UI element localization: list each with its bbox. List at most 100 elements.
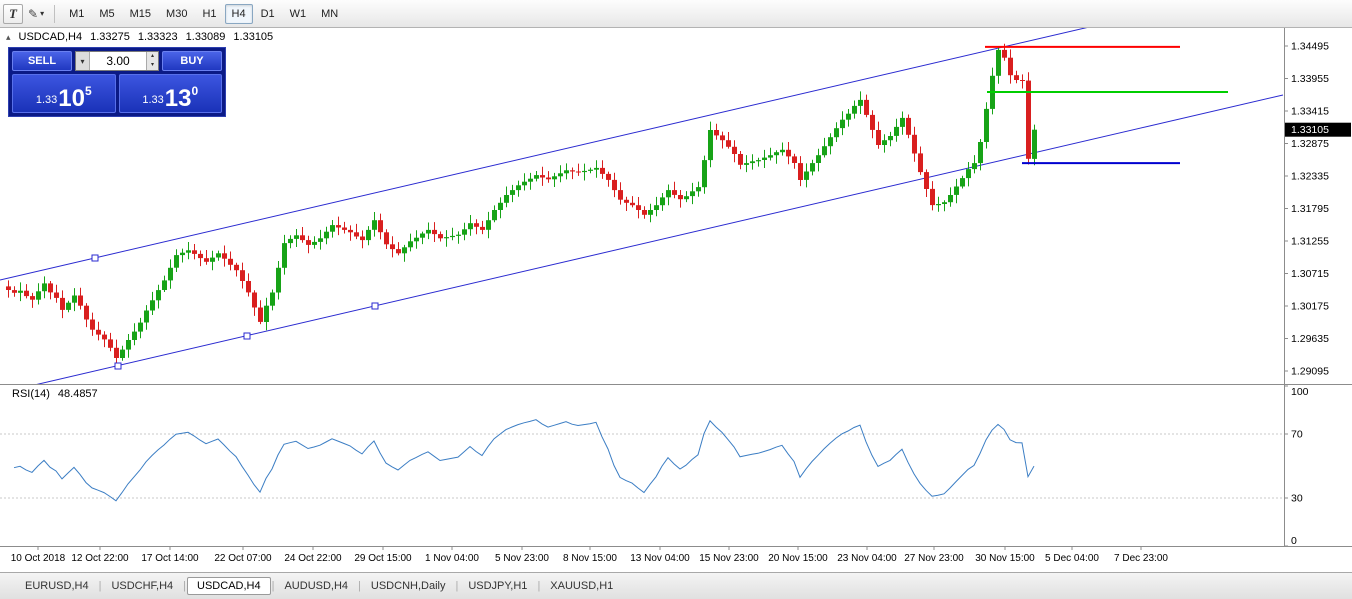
- tab-separator: |: [271, 580, 275, 592]
- candle: [486, 211, 491, 239]
- candle: [780, 142, 785, 156]
- chart-tab-usdcnh-daily[interactable]: USDCNH,Daily: [370, 580, 446, 592]
- timeframe-button-m5[interactable]: M5: [92, 4, 121, 24]
- chart-tab-eurusd-h4[interactable]: EURUSD,H4: [25, 580, 89, 592]
- candle: [1020, 74, 1025, 89]
- candle: [120, 345, 125, 361]
- volume-value[interactable]: 3.00: [106, 54, 130, 68]
- sell-button[interactable]: SELL: [12, 51, 72, 71]
- candle: [654, 196, 659, 217]
- timeframe-button-m15[interactable]: M15: [123, 4, 158, 24]
- volume-spinner[interactable]: ▴ ▾: [146, 52, 158, 70]
- chart-tab-usdjpy-h1[interactable]: USDJPY,H1: [468, 580, 528, 592]
- candle: [462, 222, 467, 241]
- candle: [690, 182, 695, 205]
- chart-tab-audusd-h4[interactable]: AUDUSD,H4: [284, 580, 349, 592]
- channel-handle[interactable]: [371, 302, 379, 310]
- candle: [6, 280, 11, 298]
- volume-control[interactable]: ▾ 3.00 ▴ ▾: [75, 51, 159, 71]
- chart-tab-usdcad-h4[interactable]: USDCAD,H4: [187, 577, 271, 595]
- timeframe-button-m1[interactable]: M1: [62, 4, 91, 24]
- ask-price-button[interactable]: 1.33 13 0: [118, 74, 222, 113]
- timeframe-button-w1[interactable]: W1: [283, 4, 314, 24]
- candle: [558, 165, 563, 183]
- candle: [870, 110, 875, 139]
- candle: [882, 134, 887, 153]
- timeframe-button-m30[interactable]: M30: [159, 4, 194, 24]
- candle: [1026, 72, 1031, 165]
- candle: [696, 181, 701, 197]
- trend-channel-upper-line[interactable]: [0, 28, 1283, 281]
- time-axis-label: 24 Oct 22:00: [284, 553, 342, 564]
- candle: [54, 284, 59, 303]
- rsi-axis-label: 0: [1291, 535, 1297, 547]
- candle: [828, 133, 833, 155]
- channel-handle[interactable]: [243, 332, 251, 340]
- candle: [810, 159, 815, 176]
- text-tool-button[interactable]: T: [3, 3, 23, 24]
- volume-dropdown-icon[interactable]: ▾: [76, 52, 90, 70]
- candle: [774, 150, 779, 164]
- candle: [546, 171, 551, 183]
- trend-channel-lower-line[interactable]: [0, 94, 1284, 393]
- candle: [234, 262, 239, 277]
- timeframe-button-d1[interactable]: D1: [254, 4, 282, 24]
- candle: [390, 236, 395, 258]
- time-axis-label: 12 Oct 22:00: [71, 553, 129, 564]
- candle: [318, 229, 323, 250]
- timeframe-button-h1[interactable]: H1: [195, 4, 223, 24]
- candle: [216, 250, 221, 261]
- candle: [726, 132, 731, 149]
- candle: [744, 155, 749, 173]
- candle: [768, 147, 773, 161]
- candle: [612, 172, 617, 198]
- rsi-name: RSI(14): [12, 388, 50, 400]
- spin-up-icon[interactable]: ▴: [150, 53, 154, 59]
- candle: [936, 196, 941, 212]
- timeframe-button-mn[interactable]: MN: [314, 4, 345, 24]
- spin-down-icon[interactable]: ▾: [150, 62, 154, 68]
- candle: [354, 223, 359, 240]
- channel-handle[interactable]: [114, 362, 122, 370]
- price-axis-label: 1.31795: [1291, 203, 1329, 215]
- price-axis-label: 1.30715: [1291, 268, 1329, 280]
- chart-canvas[interactable]: 1.34495 1.33955 1.33415 1.32875 1.32335 1.317…: [0, 28, 1352, 572]
- candle: [660, 193, 665, 211]
- drawing-tools-button[interactable]: ✎ ▾: [25, 4, 47, 24]
- one-click-collapse-icon[interactable]: ▴: [6, 31, 11, 42]
- candle: [246, 273, 251, 297]
- one-click-price-row: 1.33 10 5 1.33 13 0: [12, 74, 222, 113]
- rsi-axis-label: 100: [1291, 386, 1309, 398]
- chart-tab-usdchf-h4[interactable]: USDCHF,H4: [111, 580, 174, 592]
- price-axis-label: 1.34495: [1291, 41, 1329, 53]
- candle: [630, 196, 635, 208]
- candle: [996, 46, 1001, 84]
- candle: [72, 288, 77, 312]
- chart-tab-xauusd-h1[interactable]: XAUUSD,H1: [550, 580, 614, 592]
- candle: [150, 291, 155, 315]
- bid-price-button[interactable]: 1.33 10 5: [12, 74, 116, 113]
- candle: [36, 283, 41, 305]
- candle: [618, 182, 623, 205]
- ohlc-close: 1.33105: [233, 31, 274, 43]
- price-axis-label: 1.31255: [1291, 236, 1329, 248]
- candle: [534, 171, 539, 182]
- candle: [330, 220, 335, 238]
- candle: [636, 197, 641, 219]
- candle: [552, 172, 557, 187]
- timeframe-button-h4[interactable]: H4: [224, 3, 253, 24]
- ohlc-low: 1.33089: [185, 31, 226, 43]
- candle: [702, 155, 707, 194]
- one-click-trading-panel: SELL ▾ 3.00 ▴ ▾ BUY 1.33 10 5 1.33 13 0: [8, 47, 226, 117]
- candle: [102, 331, 107, 348]
- candle: [756, 157, 761, 167]
- candle: [672, 181, 677, 199]
- time-axis-label: 30 Nov 15:00: [975, 553, 1035, 564]
- candle: [450, 227, 455, 241]
- time-axis-label: 20 Nov 15:00: [768, 553, 828, 564]
- buy-button[interactable]: BUY: [162, 51, 222, 71]
- candle: [168, 259, 173, 289]
- channel-handle[interactable]: [91, 254, 99, 262]
- candle: [306, 235, 311, 254]
- candle: [786, 142, 791, 165]
